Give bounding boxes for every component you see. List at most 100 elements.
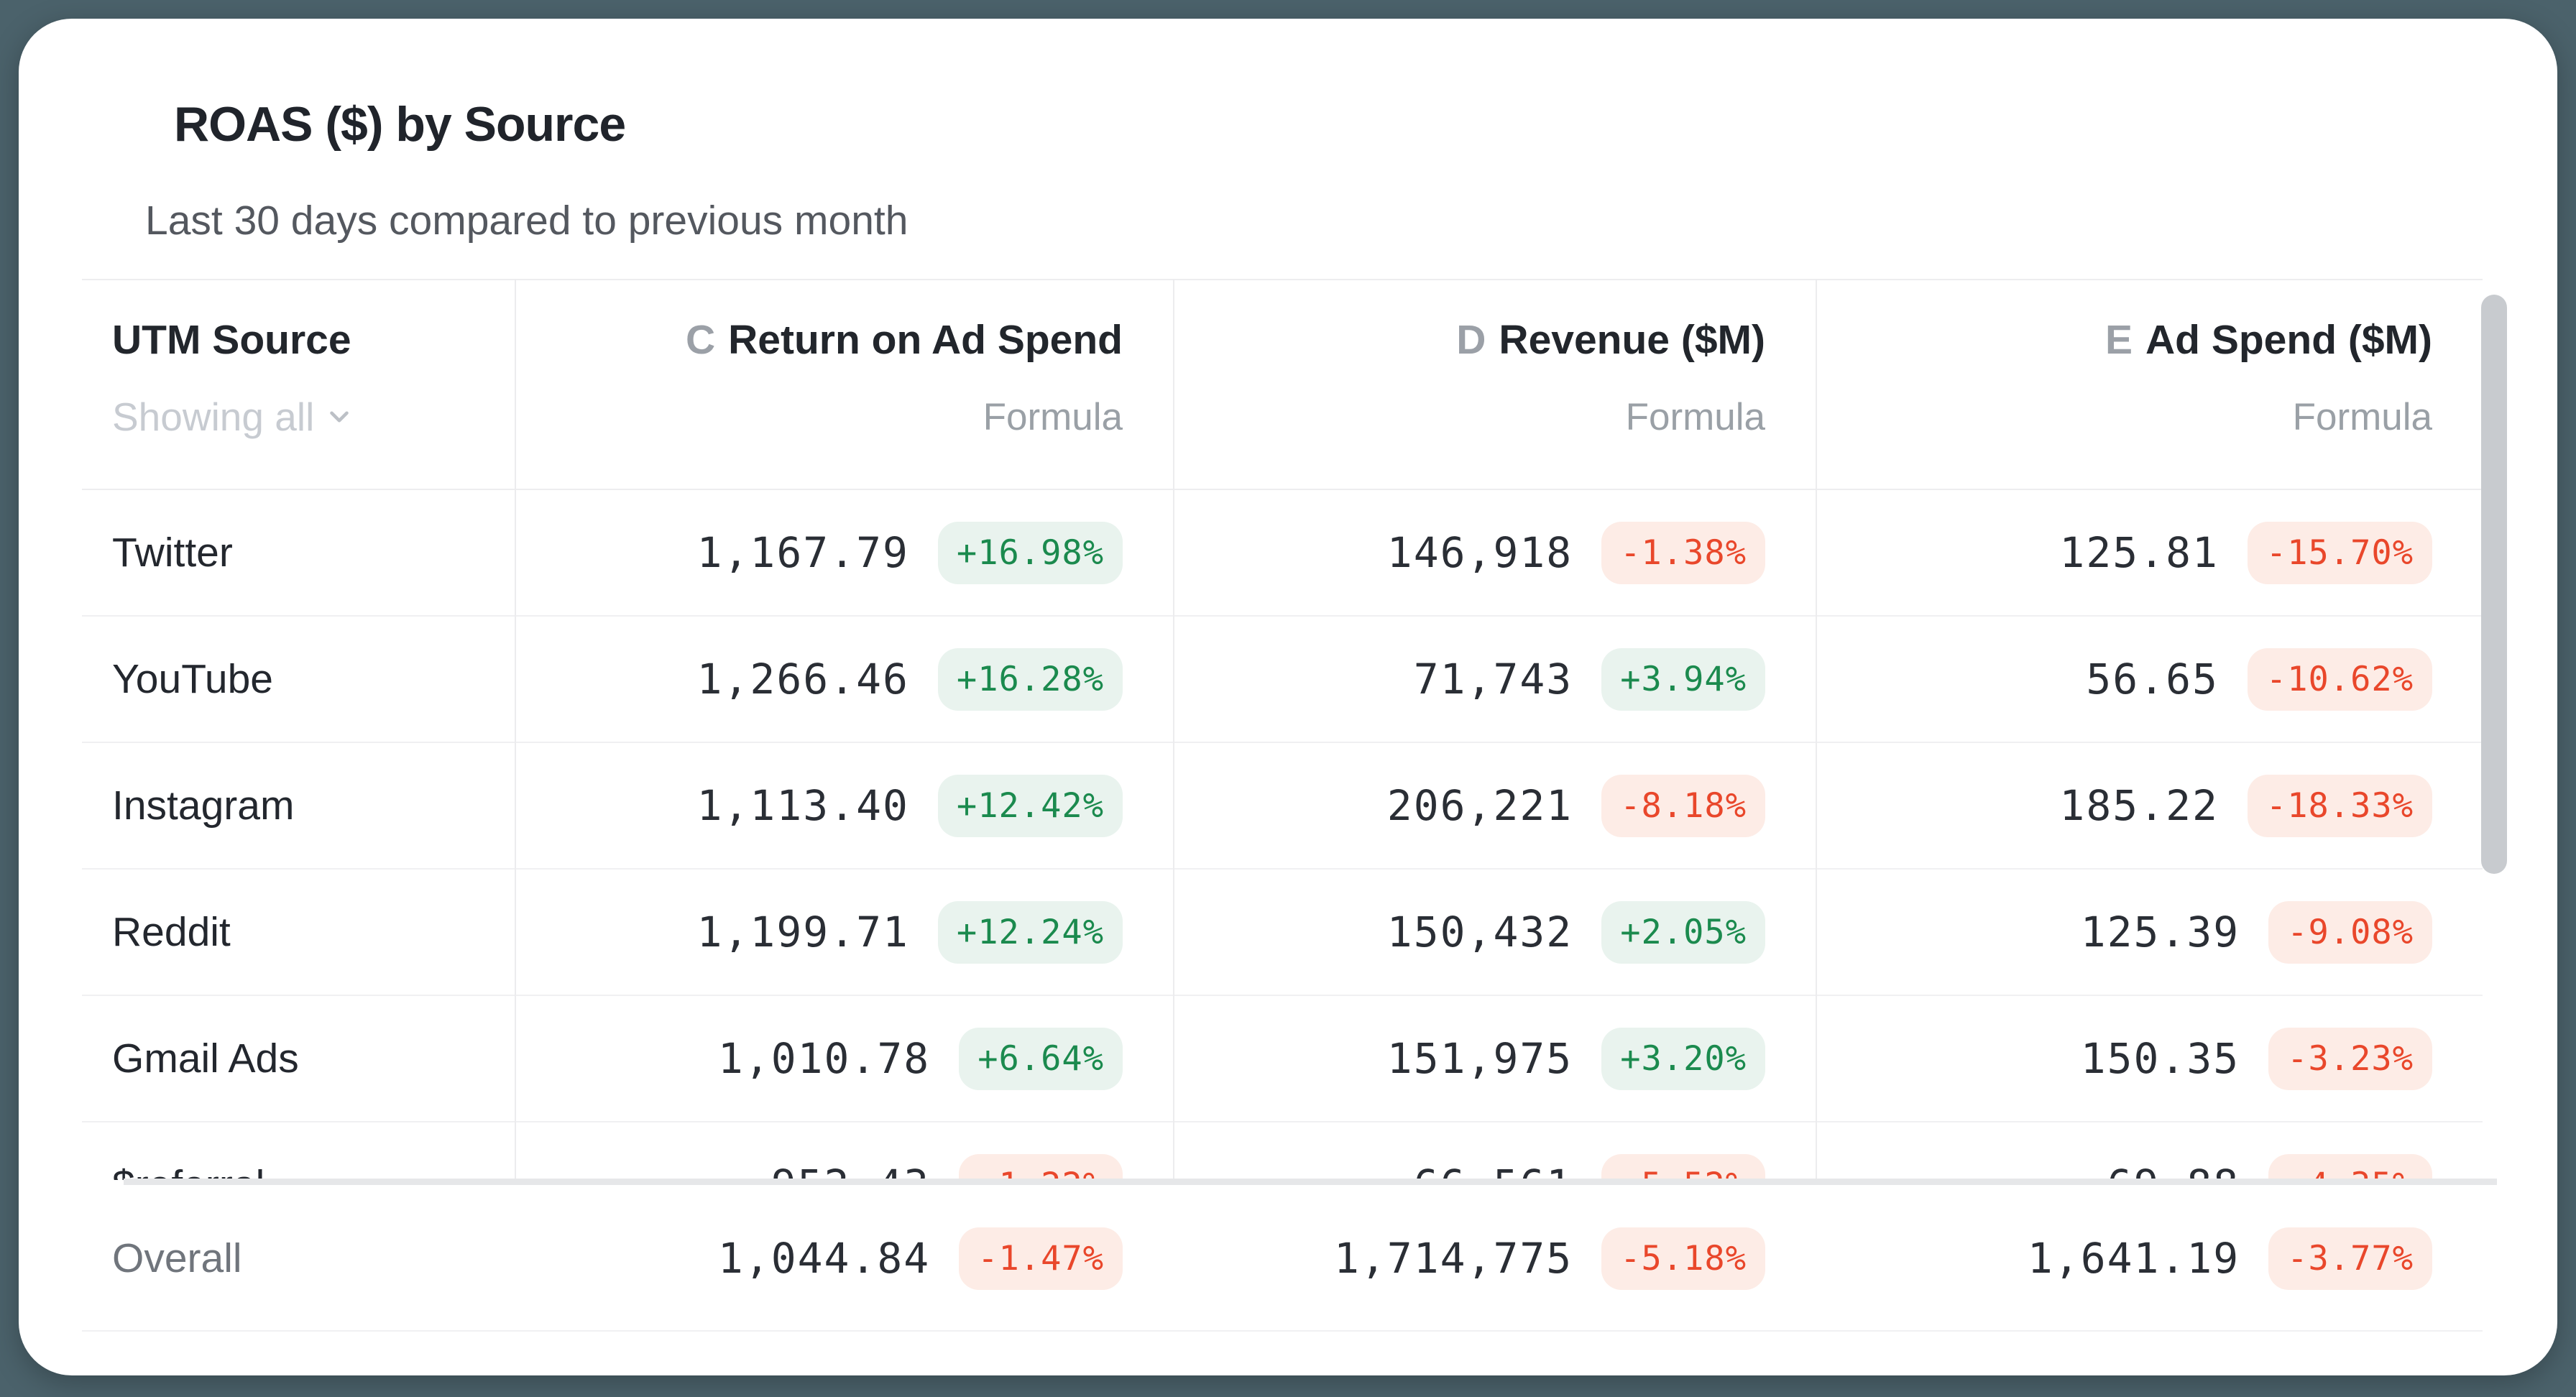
showing-all-label: Showing all (112, 395, 315, 439)
metric-cell: 1,641.19 -3.77% (1816, 1227, 2483, 1290)
delta-badge: -5.18% (1601, 1227, 1765, 1290)
delta-badge: -10.62% (2247, 647, 2432, 711)
metric-value: 185.22 (2059, 781, 2219, 830)
metric-cell: 146,918 -1.38% (1173, 521, 1816, 584)
row-source-label: Reddit (112, 909, 231, 955)
overall-row-container: Overall 1,044.84 -1.47% 1,714,775 -5.18%… (82, 1186, 2483, 1332)
column-formula-label: Formula (1625, 396, 1765, 438)
vertical-scrollbar[interactable] (2481, 295, 2507, 874)
metric-column-header[interactable]: D Revenue ($M) Formula (1173, 280, 1816, 489)
table-row: $referral 952.43 -1.22% 66,561 -5.52% 69… (82, 1122, 2483, 1180)
metric-cell: 150.35 -3.23% (1816, 1027, 2483, 1090)
table-row: Gmail Ads 1,010.78 +6.64% 151,975 +3.20%… (82, 996, 2483, 1122)
metric-cell: 69.88 -4.35% (1816, 1153, 2483, 1180)
column-letter: D (1456, 317, 1486, 363)
table-row: YouTube 1,266.46 +16.28% 71,743 +3.94% 5… (82, 617, 2483, 743)
delta-badge: +2.05% (1601, 900, 1765, 964)
metric-value: 66,561 (1414, 1161, 1573, 1180)
metric-cell: 150,432 +2.05% (1173, 900, 1816, 964)
row-source-label: Overall (112, 1235, 242, 1281)
metric-cell: 952.43 -1.22% (515, 1153, 1173, 1180)
metric-value: 151,975 (1386, 1034, 1573, 1083)
chevron-down-icon (330, 411, 349, 423)
delta-badge: +16.28% (937, 647, 1123, 711)
metric-value: 150.35 (2080, 1034, 2240, 1083)
row-source-label: Gmail Ads (112, 1036, 299, 1082)
showing-all-dropdown[interactable]: Showing all (112, 394, 354, 440)
column-label: Return on Ad Spend (728, 317, 1123, 363)
metric-value: 56.65 (2086, 655, 2219, 704)
delta-badge: +6.64% (959, 1027, 1123, 1090)
delta-badge: -3.77% (2268, 1227, 2432, 1290)
metric-cell: 1,714,775 -5.18% (1173, 1227, 1816, 1290)
metric-cell: 125.39 -9.08% (1816, 900, 2483, 964)
column-letter: E (2104, 317, 2133, 363)
row-source-label: $referral (82, 1161, 515, 1180)
metric-cell: 1,199.71 +12.24% (515, 900, 1173, 964)
column-header-utm-source: UTM Source Showing all (82, 280, 515, 489)
metric-cell: 1,266.46 +16.28% (515, 647, 1173, 711)
metric-value: 1,266.46 (696, 655, 909, 704)
column-letter: C (685, 317, 716, 363)
delta-badge: +12.24% (937, 900, 1123, 964)
metric-value: 1,010.78 (717, 1034, 931, 1083)
metric-cell: 1,167.79 +16.98% (515, 521, 1173, 584)
metric-cell: 185.22 -18.33% (1816, 774, 2483, 837)
metric-cell: 125.81 -15.70% (1816, 521, 2483, 584)
table-row: Twitter 1,167.79 +16.98% 146,918 -1.38% … (82, 490, 2483, 617)
metric-value: 150,432 (1386, 908, 1573, 956)
metric-cell: 1,044.84 -1.47% (515, 1227, 1173, 1290)
metric-cell: 151,975 +3.20% (1173, 1027, 1816, 1090)
metric-value: 206,221 (1386, 781, 1573, 830)
metric-value: 125.39 (2080, 908, 2240, 956)
metric-value: 1,714,775 (1333, 1234, 1573, 1283)
table-header: UTM Source Showing all C Return on Ad Spe… (82, 279, 2483, 490)
delta-badge: -1.38% (1601, 521, 1765, 584)
card-subtitle: Last 30 days compared to previous month (145, 198, 908, 244)
delta-badge: -9.08% (2268, 900, 2432, 964)
row-source-label: Instagram (112, 783, 295, 829)
metric-cell: 1,010.78 +6.64% (515, 1027, 1173, 1090)
delta-badge: -8.18% (1601, 774, 1765, 837)
table-scroll-area[interactable]: Twitter 1,167.79 +16.98% 146,918 -1.38% … (82, 490, 2483, 1180)
metric-value: 1,113.40 (696, 781, 909, 830)
delta-badge: -3.23% (2268, 1027, 2432, 1090)
column-label: Revenue ($M) (1499, 317, 1765, 363)
metric-value: 952.43 (771, 1161, 931, 1180)
metric-cell: 56.65 -10.62% (1816, 647, 2483, 711)
utm-source-label: UTM Source (112, 317, 351, 363)
metric-value: 1,641.19 (2027, 1234, 2240, 1283)
metric-value: 69.88 (2107, 1161, 2240, 1180)
metric-cell: 71,743 +3.94% (1173, 647, 1816, 711)
column-label: Ad Spend ($M) (2145, 317, 2432, 363)
roas-table: UTM Source Showing all C Return on Ad Spe… (82, 279, 2497, 1332)
delta-badge: +12.42% (937, 774, 1123, 837)
delta-badge: -1.47% (959, 1227, 1123, 1290)
delta-badge: +16.98% (937, 521, 1123, 584)
column-formula-label: Formula (983, 396, 1123, 438)
column-divider (1816, 279, 1817, 1179)
column-divider (515, 279, 516, 1179)
roas-card: ROAS ($) by Source Last 30 days compared… (19, 19, 2557, 1375)
delta-badge: -4.35% (2268, 1153, 2432, 1180)
pinned-row-divider (124, 1179, 2497, 1185)
metric-column-header[interactable]: C Return on Ad Spend Formula (515, 280, 1173, 489)
column-formula-label: Formula (2292, 396, 2432, 438)
delta-badge: -15.70% (2247, 521, 2432, 584)
row-source-label: Twitter (112, 530, 233, 576)
column-divider (1173, 279, 1174, 1179)
metric-value: 71,743 (1413, 655, 1573, 704)
row-source-label: YouTube (112, 656, 273, 702)
metric-cell: 206,221 -8.18% (1173, 774, 1816, 837)
delta-badge: +3.20% (1601, 1027, 1765, 1090)
metric-value: 1,167.79 (696, 528, 909, 577)
table-row: Instagram 1,113.40 +12.42% 206,221 -8.18… (82, 743, 2483, 870)
metric-value: 146,918 (1386, 528, 1573, 577)
metric-cell: 1,113.40 +12.42% (515, 774, 1173, 837)
delta-badge: +3.94% (1601, 647, 1765, 711)
table-row: Overall 1,044.84 -1.47% 1,714,775 -5.18%… (82, 1186, 2483, 1332)
metric-column-header[interactable]: E Ad Spend ($M) Formula (1816, 280, 2483, 489)
metric-value: 1,199.71 (696, 908, 909, 956)
delta-badge: -5.52% (1601, 1153, 1765, 1180)
